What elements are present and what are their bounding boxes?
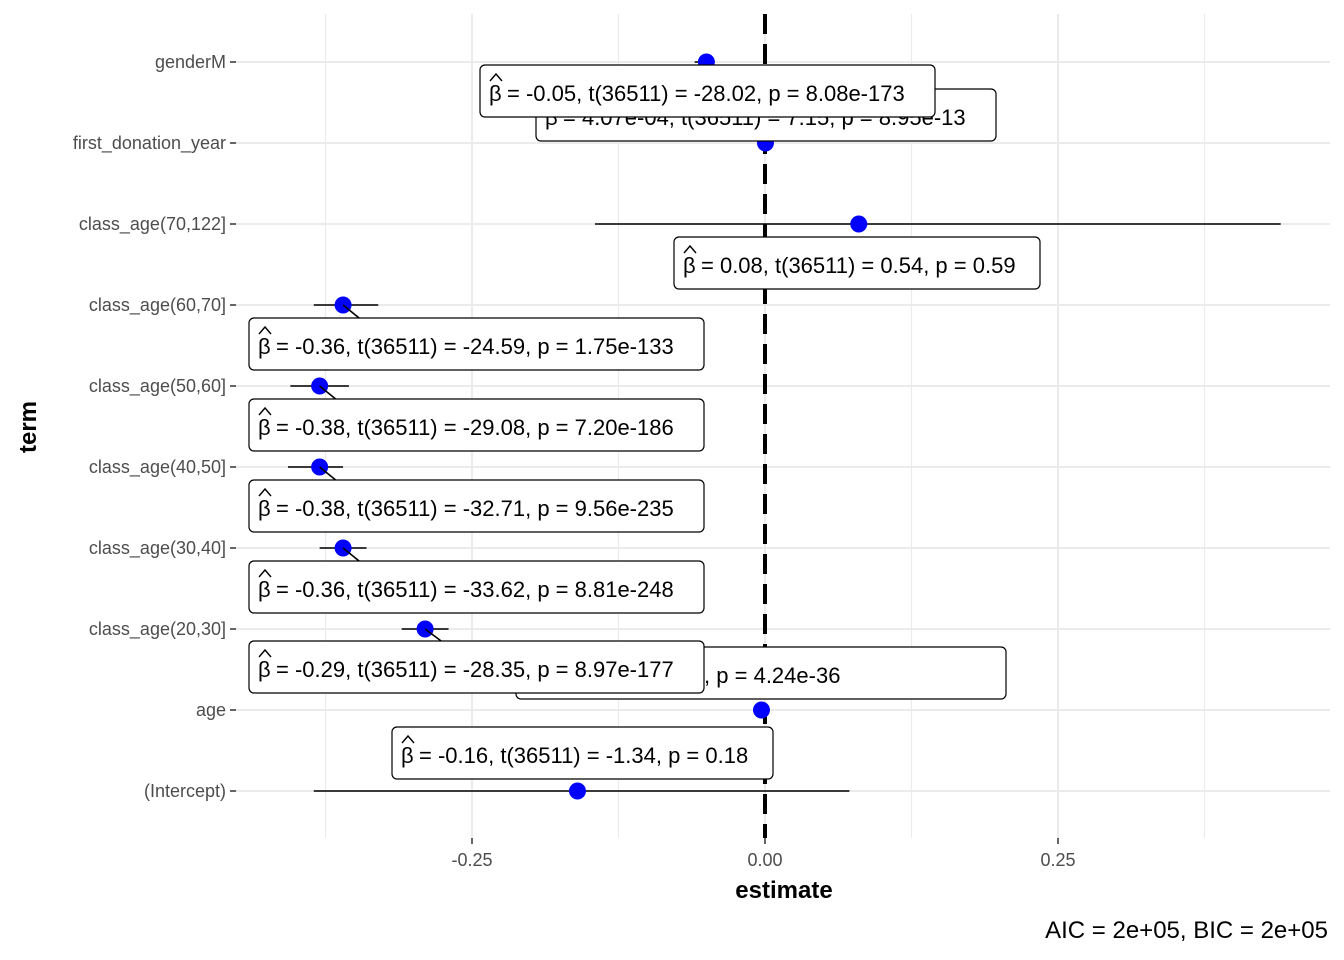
estimate-label: β = -0.38, t(36511) = -32.71, p = 9.56e-… [248,466,705,533]
x-axis-title: estimate [735,877,832,904]
hat-icon [258,406,272,416]
y-tick-labels: genderM first_donation_year class_age(70,1… [73,52,236,801]
label-box [248,317,705,371]
label-leader [319,385,337,400]
estimate-label: β = -0.38, t(36511) = -29.08, p = 7.20e-… [248,385,705,452]
label-text: = -0.16, t(36511) = -1.34, p = 0.18 [419,743,748,768]
x-tick-label: 0.25 [1040,850,1075,870]
x-tick-label: 0.00 [747,850,782,870]
label-text: = -0.29, t(36511) = -28.35, p = 8.97e-17… [276,657,674,682]
y-tick-label: first_donation_year [73,133,226,154]
label-box [248,560,705,614]
y-tick-label: class_age(70,122] [79,214,226,235]
y-axis-title: term [15,401,42,453]
beta-hat-symbol: β [258,657,271,682]
estimate-label: β = -0.36, t(36511) = -24.59, p = 1.75e-… [248,304,705,371]
beta-hat-symbol: β [258,334,271,359]
x-tick-labels: -0.25 0.00 0.25 [451,838,1076,870]
beta-hat-symbol: β [258,415,271,440]
beta-hat-symbol: β [401,743,414,768]
beta-hat-symbol: β [258,496,271,521]
label-text: = -0.38, t(36511) = -29.08, p = 7.20e-18… [276,415,674,440]
caption: AIC = 2e+05, BIC = 2e+05 [1045,917,1328,944]
label-box [248,640,705,694]
hat-icon [401,734,415,744]
estimate-label: β = 0.08, t(36511) = 0.54, p = 0.59 [673,236,1041,290]
estimate-label: β = -0.16, t(36511) = -1.34, p = 0.18 [391,726,774,780]
y-tick-label: class_age(20,30] [89,619,226,640]
hat-icon [683,244,697,254]
hat-icon [489,72,503,82]
label-boxes: β = 4.07e-04, t(36511) = 7.15, p = 8.95e… [248,64,1041,780]
hat-icon [258,487,272,497]
label-box [673,236,1041,290]
label-text: = -0.36, t(36511) = -24.59, p = 1.75e-13… [276,334,674,359]
y-tick-label: class_age(40,50] [89,457,226,478]
estimate-label: β = -0.05, t(36511) = -28.02, p = 8.08e-… [479,64,936,118]
label-box [248,479,705,533]
beta-hat-symbol: β [489,81,502,106]
x-tick-label: -0.25 [451,850,492,870]
label-text: = -0.36, t(36511) = -33.62, p = 8.81e-24… [276,577,674,602]
estimate-label: β = -0.29, t(36511) = -28.35, p = 8.97e-… [248,628,705,694]
estimate-label: β = -0.36, t(36511) = -33.62, p = 8.81e-… [248,547,705,614]
label-text: = -0.38, t(36511) = -32.71, p = 9.56e-23… [276,496,674,521]
label-leader [342,547,360,562]
y-tick-label: class_age(30,40] [89,538,226,559]
label-text: = -0.05, t(36511) = -28.02, p = 8.08e-17… [507,81,905,106]
label-box [248,398,705,452]
y-tick-label: class_age(60,70] [89,295,226,316]
estimate-point [850,215,868,233]
beta-hat-symbol: β [258,577,271,602]
hat-icon [258,648,272,658]
label-text: = 0.08, t(36511) = 0.54, p = 0.59 [701,253,1016,278]
label-box [391,726,774,780]
label-box [479,64,936,118]
label-leader [424,628,442,642]
y-tick-label: class_age(50,60] [89,376,226,397]
label-leader [319,466,337,481]
y-tick-label: age [196,700,226,720]
y-tick-label: (Intercept) [144,781,226,801]
estimate-point [568,782,586,800]
label-leader [342,304,360,319]
hat-icon [258,568,272,578]
beta-hat-symbol: β [683,253,696,278]
y-tick-label: genderM [155,52,226,72]
estimate-point [752,701,770,719]
hat-icon [258,325,272,335]
